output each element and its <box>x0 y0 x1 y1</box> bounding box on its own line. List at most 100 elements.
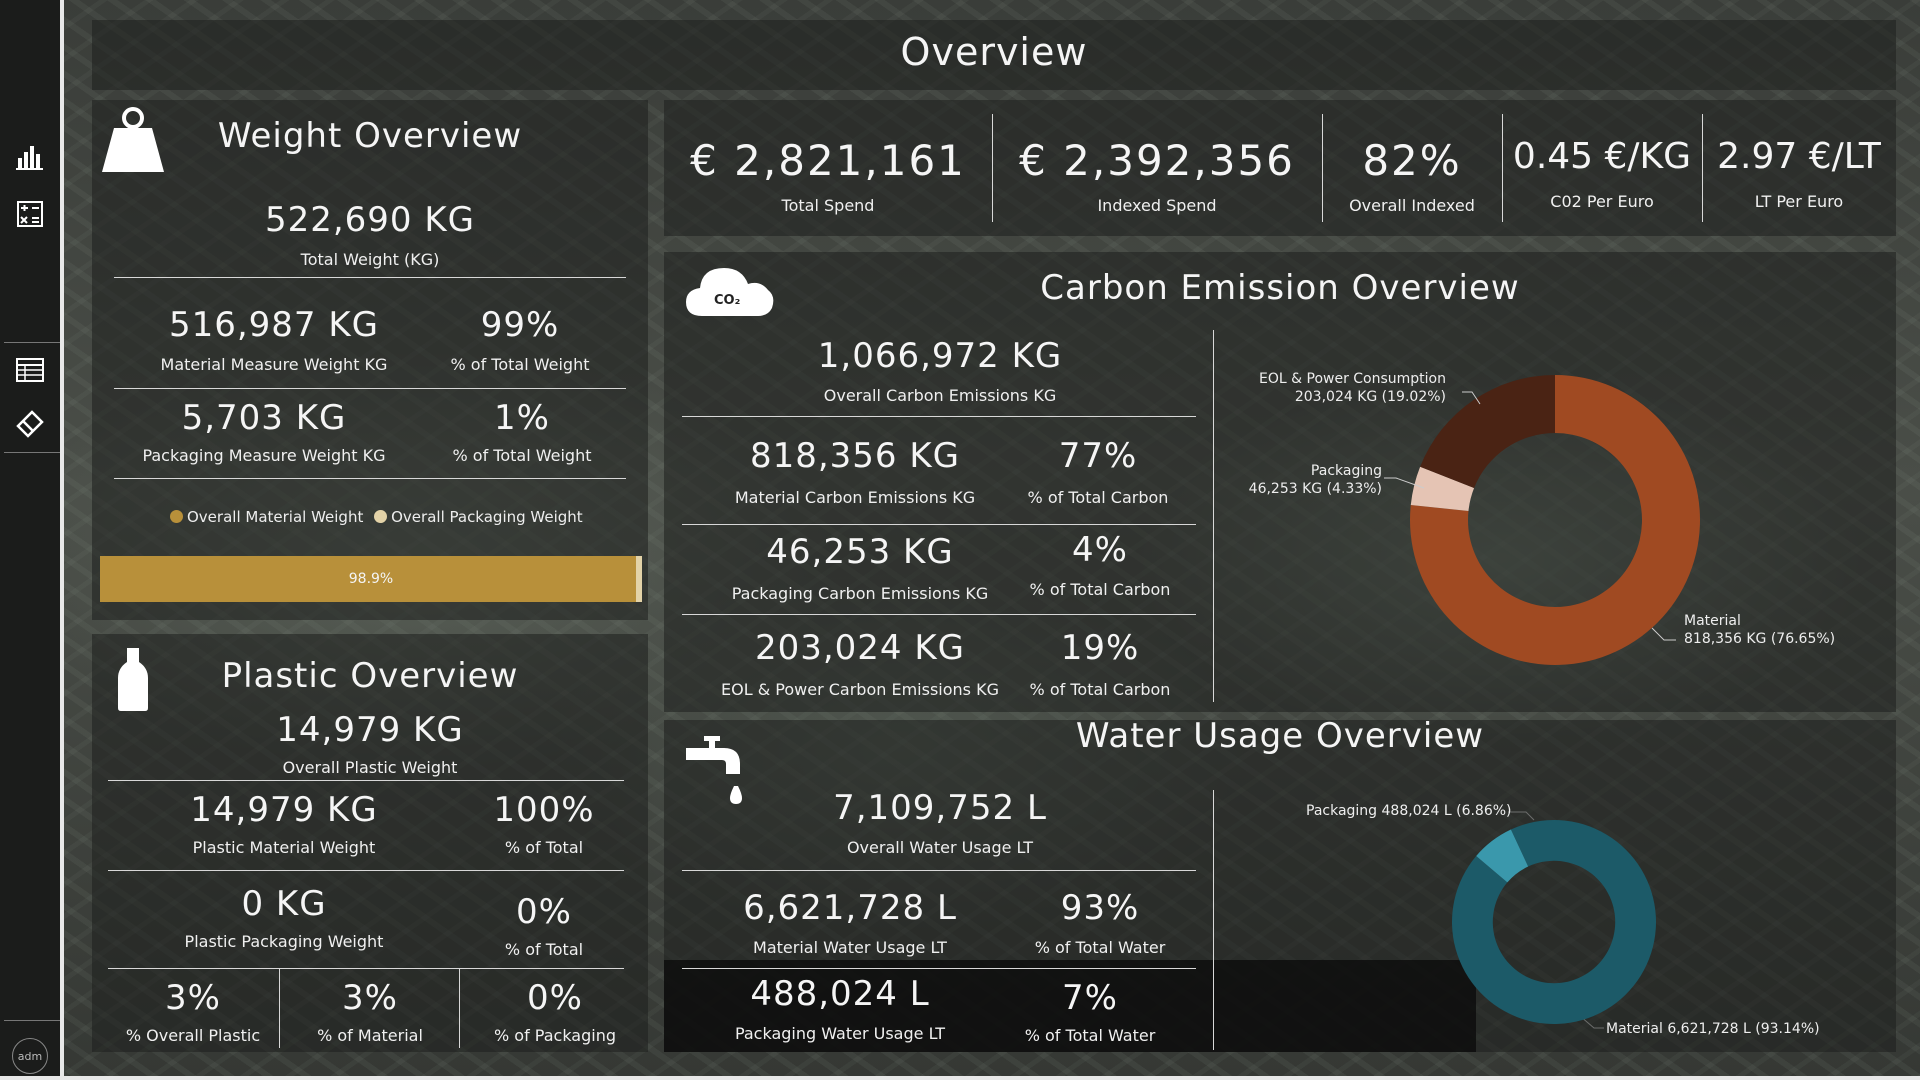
packaging-water-label: Packaging Water Usage LT <box>734 1024 946 1043</box>
material-weight-value: 516,987 KG <box>168 305 380 345</box>
material-weight-pct-label: % of Total Weight <box>450 355 590 374</box>
packaging-carbon-label: Packaging Carbon Emissions KG <box>731 584 989 603</box>
eol-carbon-pct-label: % of Total Carbon <box>1029 680 1171 699</box>
eol-carbon-value: 203,024 KG <box>754 628 966 668</box>
total-spend-value: € 2,821,161 <box>690 136 966 185</box>
plastic-material-value: 14,979 KG <box>190 790 378 830</box>
divider <box>108 870 624 871</box>
carbon-label-material-name: Material <box>1684 613 1741 629</box>
donut-slice-material[interactable] <box>1452 820 1656 1024</box>
weight-legend: Overall Material Weight Overall Packagin… <box>170 508 583 526</box>
weight-bar-material-segment[interactable] <box>100 556 637 602</box>
plastic-packaging-value: 0 KG <box>241 884 327 924</box>
sidebar-divider <box>4 1020 60 1021</box>
overall-carbon-value: 1,066,972 KG <box>817 336 1063 376</box>
plastic-material-pct: 100% <box>493 790 595 830</box>
page-title: Overview <box>900 30 1088 74</box>
total-weight-value: 522,690 KG <box>264 200 476 240</box>
nav-table[interactable] <box>0 344 60 396</box>
overall-plastic-label: Overall Plastic Weight <box>282 758 458 777</box>
plastic-material-share: 3% <box>342 978 398 1018</box>
material-carbon-pct-label: % of Total Carbon <box>1027 488 1169 507</box>
weight-icon <box>102 107 164 172</box>
plastic-packaging-share-label: % of Packaging <box>493 1026 616 1045</box>
material-water-pct: 93% <box>1060 888 1140 928</box>
packaging-weight-pct-label: % of Total Weight <box>452 446 592 465</box>
carbon-overview-title: Carbon Emission Overview <box>1040 268 1520 308</box>
carbon-label-eol-value: 203,024 KG (19.02%) <box>1294 389 1446 405</box>
water-donut-chart[interactable] <box>1452 820 1656 1024</box>
weight-overview-panel <box>92 100 648 620</box>
co2-text: CO₂ <box>714 293 740 308</box>
overall-plastic-pct-label: % Overall Plastic <box>125 1026 261 1045</box>
kpi-divider <box>1322 114 1323 222</box>
overall-plastic-value: 14,979 KG <box>276 710 464 750</box>
carbon-label-packaging-name: Packaging <box>1310 463 1382 479</box>
nav-eraser[interactable] <box>0 398 60 450</box>
packaging-water-pct: 7% <box>1062 978 1118 1018</box>
sidebar-divider <box>4 452 60 453</box>
packaging-carbon-pct: 4% <box>1072 530 1128 570</box>
lt-per-euro-label: LT Per Euro <box>1754 192 1844 211</box>
indexed-spend-value: € 2,392,356 <box>1019 136 1295 185</box>
weight-stacked-bar[interactable]: 98.9% <box>100 556 642 602</box>
packaging-weight-label: Packaging Measure Weight KG <box>142 446 386 465</box>
material-water-value: 6,621,728 L <box>743 888 957 928</box>
donut-slice-material[interactable] <box>1410 375 1700 665</box>
divider <box>682 416 1196 417</box>
lt-per-euro-value: 2.97 €/LT <box>1717 136 1881 177</box>
plastic-packaging-pct: 0% <box>516 892 572 932</box>
plastic-material-label: Plastic Material Weight <box>192 838 376 857</box>
nav-bar-chart[interactable] <box>0 130 60 182</box>
divider <box>1213 790 1214 1050</box>
nav-calculator[interactable] <box>0 188 60 240</box>
plastic-material-pct-label: % of Total <box>504 838 584 857</box>
packaging-weight-pct: 1% <box>494 398 550 438</box>
plastic-packaging-share: 0% <box>527 978 583 1018</box>
plastic-overview-title: Plastic Overview <box>221 656 519 696</box>
material-water-pct-label: % of Total Water <box>1034 938 1166 957</box>
donut-slice-eol-power-consumption[interactable] <box>1420 375 1555 489</box>
legend-packaging-swatch <box>374 510 388 523</box>
eol-carbon-label: EOL & Power Carbon Emissions KG <box>721 680 999 699</box>
company-logo: adm <box>12 1038 48 1074</box>
water-label-packaging: Packaging 488,024 L (6.86%) <box>1306 803 1512 819</box>
water-label-material: Material 6,621,728 L (93.14%) <box>1606 1021 1820 1037</box>
eraser-icon <box>16 410 44 438</box>
material-weight-label: Material Measure Weight KG <box>160 355 388 374</box>
carbon-label-packaging: Packaging 46,253 KG (4.33%) <box>1230 462 1382 498</box>
material-carbon-value: 818,356 KG <box>749 436 961 476</box>
divider <box>279 968 280 1048</box>
carbon-label-material-value: 818,356 KG (76.65%) <box>1684 631 1836 647</box>
donut-slice-packaging[interactable] <box>1410 466 1475 511</box>
weight-overview-title: Weight Overview <box>217 116 523 156</box>
kpi-divider <box>1502 114 1503 222</box>
overall-indexed-value: 82% <box>1362 136 1462 185</box>
donut-slice-packaging[interactable] <box>1476 829 1529 883</box>
material-weight-pct: 99% <box>480 305 560 345</box>
kpi-panel <box>664 100 1896 236</box>
bottle-icon <box>118 648 148 711</box>
divider <box>682 870 1196 871</box>
total-weight-label: Total Weight (KG) <box>300 250 440 269</box>
carbon-donut-chart[interactable] <box>1410 375 1700 665</box>
eol-carbon-pct: 19% <box>1060 628 1140 668</box>
legend-material-swatch <box>170 510 183 523</box>
kpi-divider <box>992 114 993 222</box>
carbon-label-packaging-value: 46,253 KG (4.33%) <box>1248 481 1382 497</box>
packaging-water-value: 488,024 L <box>750 974 930 1014</box>
co2-per-euro-label: C02 Per Euro <box>1550 192 1654 211</box>
material-carbon-label: Material Carbon Emissions KG <box>734 488 976 507</box>
divider <box>114 478 626 479</box>
overall-indexed-label: Overall Indexed <box>1349 196 1475 215</box>
divider <box>682 968 1196 969</box>
total-spend-label: Total Spend <box>781 196 875 215</box>
table-icon <box>16 358 44 382</box>
water-overview-title: Water Usage Overview <box>1075 716 1485 756</box>
divider <box>1213 330 1214 702</box>
carbon-label-eol: EOL & Power Consumption 203,024 KG (19.0… <box>1252 370 1446 406</box>
divider <box>114 388 626 389</box>
material-carbon-pct: 77% <box>1058 436 1138 476</box>
packaging-carbon-value: 46,253 KG <box>766 532 954 572</box>
packaging-weight-value: 5,703 KG <box>181 398 347 438</box>
